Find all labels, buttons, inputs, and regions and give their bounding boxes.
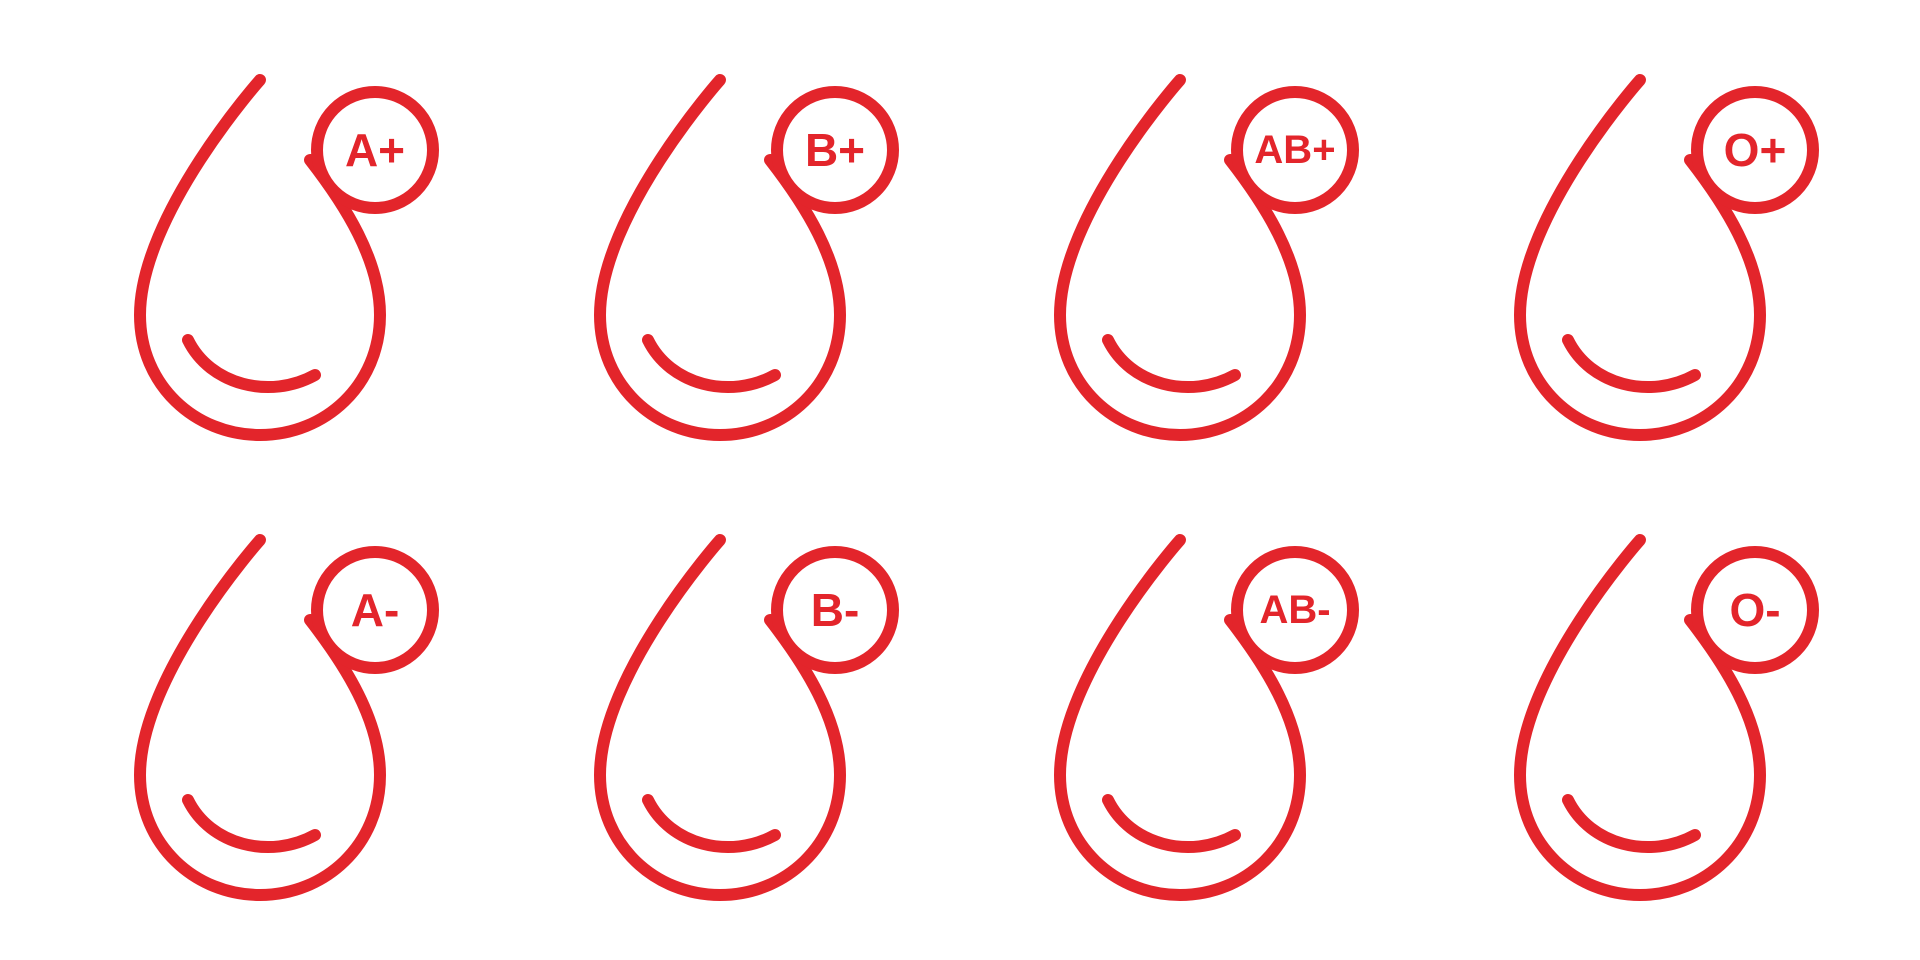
blood-type-label: O-: [1729, 584, 1780, 636]
blood-type-o-negative-icon: O-: [1440, 500, 1860, 920]
blood-type-a-negative-icon: A-: [60, 500, 480, 920]
blood-type-a-positive-icon: A+: [60, 40, 480, 460]
blood-type-label: B+: [805, 124, 865, 176]
blood-type-ab-negative-icon: AB-: [980, 500, 1400, 920]
blood-type-label: O+: [1724, 124, 1787, 176]
blood-type-ab-positive-icon: AB+: [980, 40, 1400, 460]
blood-type-label: AB+: [1254, 128, 1335, 172]
blood-type-label: A+: [345, 124, 405, 176]
blood-type-b-negative-icon: B-: [520, 500, 940, 920]
blood-type-label: AB-: [1259, 588, 1330, 632]
blood-type-b-positive-icon: B+: [520, 40, 940, 460]
blood-type-icon-grid: A+ B+ AB+: [0, 0, 1920, 960]
blood-type-o-positive-icon: O+: [1440, 40, 1860, 460]
blood-type-label: A-: [351, 584, 400, 636]
blood-type-label: B-: [811, 584, 860, 636]
